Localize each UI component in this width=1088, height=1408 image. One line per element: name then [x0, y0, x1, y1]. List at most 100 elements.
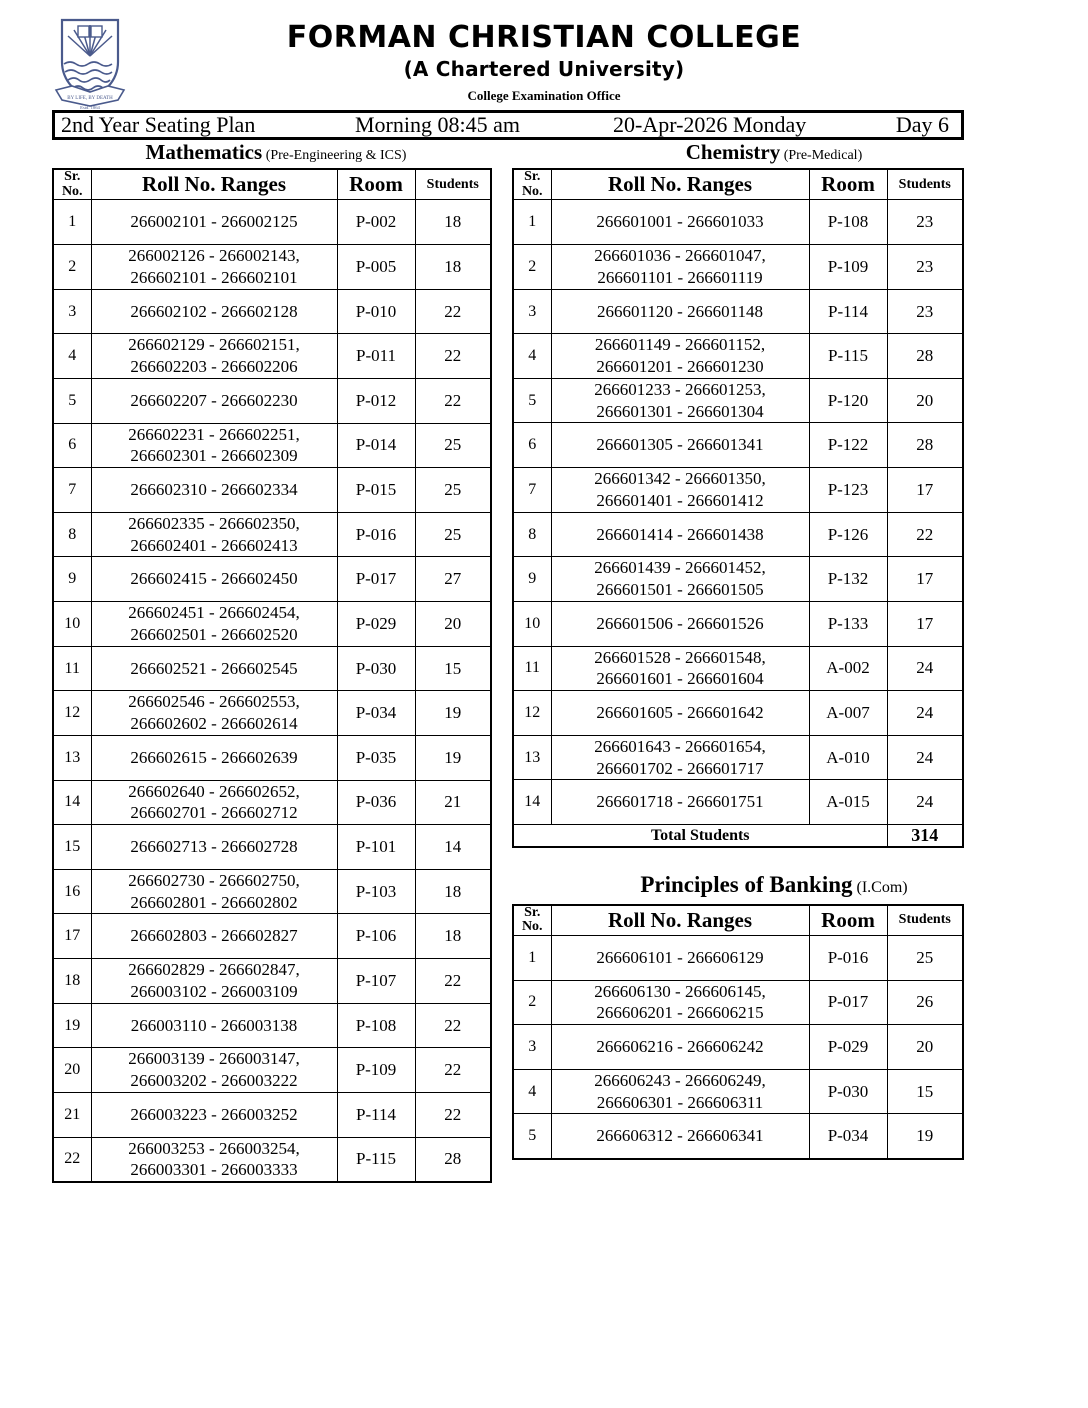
cell-roll-ranges: 266602335 - 266602350, 266602401 - 266602… [90, 511, 338, 558]
cell-roll-ranges: 266003223 - 266003252 [90, 1091, 338, 1138]
roll-range-line: 266002101 - 266002125 [130, 212, 298, 232]
roll-range-line: 266003139 - 266003147, [128, 1049, 300, 1069]
roll-range-line: 266601702 - 266601717 [596, 758, 764, 778]
cell-room: A-007 [808, 690, 888, 736]
roll-range-line: 266601718 - 266601751 [596, 792, 764, 812]
cell-sr-no: 1 [52, 199, 92, 246]
roll-range-line: 266601601 - 266601604 [596, 669, 764, 689]
table-row: 13 266602615 - 266602639 P-035 19 [52, 734, 492, 781]
column-header-room: Room [808, 904, 888, 936]
seating-table-principles-of-banking: Sr. No. Roll No. Ranges Room Students 1 266606… [512, 903, 964, 1161]
cell-room: P-029 [808, 1024, 888, 1070]
cell-room: P-016 [336, 511, 416, 558]
roll-range-line: 266602231 - 266602251, [128, 424, 300, 444]
cell-students: 27 [414, 556, 492, 603]
cell-sr-no: 16 [52, 868, 92, 915]
cell-students: 19 [414, 734, 492, 781]
table-row: 4 266601149 - 266601152, 266601201 - 26660… [512, 333, 964, 379]
charter-subtitle: (A Chartered University) [403, 56, 685, 81]
cell-sr-no: 5 [512, 1113, 552, 1160]
cell-roll-ranges: 266601149 - 266601152, 266601201 - 266601… [550, 333, 810, 379]
roll-range-line: 266003110 - 266003138 [130, 1015, 298, 1035]
cell-roll-ranges: 266601643 - 266601654, 266601702 - 266601… [550, 734, 810, 781]
cell-students: 22 [414, 377, 492, 424]
roll-range-line: 266601605 - 266601642 [596, 703, 764, 723]
cell-students: 17 [886, 600, 964, 647]
cell-sr-no: 2 [512, 979, 552, 1026]
table-row: 14 266602640 - 266602652, 266602701 - 2666… [52, 779, 492, 826]
cell-roll-ranges: 266003253 - 266003254, 266003301 - 266003… [90, 1136, 338, 1183]
cell-sr-no: 18 [52, 958, 92, 1004]
cell-sr-no: 14 [512, 779, 552, 826]
table-row: 12 266601605 - 266601642 A-007 24 [512, 690, 964, 736]
seating-table-chemistry: Sr. No. Roll No. Ranges Room Students 1 266601… [512, 168, 964, 849]
cell-sr-no: 22 [52, 1136, 92, 1183]
table-row: 10 266602451 - 266602454, 266602501 - 2666… [52, 601, 492, 647]
roll-range-line: 266601120 - 266601148 [597, 301, 763, 321]
cell-roll-ranges: 266601718 - 266601751 [550, 779, 810, 826]
sr-no-line-2: No. [521, 919, 543, 935]
cell-room: P-017 [808, 979, 888, 1026]
cell-roll-ranges: 266601605 - 266601642 [550, 690, 810, 736]
cell-students: 26 [886, 979, 964, 1026]
table-row: 2 266002126 - 266002143, 266602101 - 26660… [52, 244, 492, 290]
cell-sr-no: 7 [52, 467, 92, 513]
table-row: 5 266606312 - 266606341 P-034 19 [512, 1113, 964, 1160]
cell-students: 19 [414, 690, 492, 736]
table-row: 20 266003139 - 266003147, 266003202 - 2660… [52, 1047, 492, 1093]
page-masthead: BY LIFE, BY DEATH Estd. 1864 FORMAN CHRI… [0, 0, 1088, 110]
roll-range-line: 266602803 - 266602827 [130, 926, 298, 946]
roll-range-line: 266602615 - 266602639 [130, 747, 298, 767]
cell-roll-ranges: 266606312 - 266606341 [550, 1113, 810, 1160]
subject-group: (Pre-Medical) [780, 148, 863, 163]
cell-room: P-016 [808, 934, 888, 981]
cell-room: P-108 [336, 1002, 416, 1049]
cell-roll-ranges: 266602102 - 266602128 [90, 288, 338, 335]
roll-range-line: 266606312 - 266606341 [596, 1126, 764, 1146]
cell-room: P-036 [336, 779, 416, 826]
cell-roll-ranges: 266606216 - 266606242 [550, 1024, 810, 1070]
table-total-row: Total Students 314 [512, 824, 964, 848]
cell-roll-ranges: 266606130 - 266606145, 266606201 - 266606… [550, 979, 810, 1026]
cell-roll-ranges: 266601305 - 266601341 [550, 422, 810, 469]
table-row: 6 266602231 - 266602251, 266602301 - 26660… [52, 422, 492, 469]
cell-room: P-122 [808, 422, 888, 469]
cell-room: A-010 [808, 734, 888, 781]
cell-roll-ranges: 266601120 - 266601148 [550, 288, 810, 335]
cell-students: 18 [414, 244, 492, 290]
roll-range-line: 266602129 - 266602151, [128, 335, 300, 355]
college-crest-icon: BY LIFE, BY DEATH Estd. 1864 [52, 14, 128, 110]
cell-room: P-034 [808, 1113, 888, 1160]
roll-range-line: 266602501 - 266602520 [130, 624, 298, 644]
table-row: 3 266601120 - 266601148 P-114 23 [512, 288, 964, 335]
cell-roll-ranges: 266003110 - 266003138 [90, 1002, 338, 1049]
roll-range-line: 266003301 - 266003333 [130, 1160, 298, 1180]
table-row: 10 266601506 - 266601526 P-133 17 [512, 600, 964, 647]
cell-sr-no: 3 [512, 1024, 552, 1070]
cell-sr-no: 1 [512, 934, 552, 981]
cell-room: P-107 [336, 958, 416, 1004]
table-row: 5 266602207 - 266602230 P-012 22 [52, 377, 492, 424]
table-row: 8 266602335 - 266602350, 266602401 - 26660… [52, 511, 492, 558]
roll-range-line: 266602451 - 266602454, [128, 603, 300, 623]
roll-range-line: 266602310 - 266602334 [130, 480, 298, 500]
roll-range-line: 266602203 - 266602206 [130, 357, 298, 377]
cell-students: 20 [886, 377, 964, 424]
column-header-roll-ranges: Roll No. Ranges [550, 168, 810, 201]
cell-roll-ranges: 266601036 - 266601047, 266601101 - 266601… [550, 244, 810, 290]
cell-room: P-114 [808, 288, 888, 335]
cell-students: 22 [414, 1047, 492, 1093]
subject-heading-chemistry: Chemistry (Pre-Medical) [512, 140, 1036, 164]
cell-sr-no: 6 [52, 422, 92, 469]
roll-range-line: 266602415 - 266602450 [130, 569, 298, 589]
roll-range-line: 266606101 - 266606129 [596, 947, 764, 967]
cell-students: 24 [886, 779, 964, 826]
cell-students: 17 [886, 556, 964, 602]
cell-roll-ranges: 266602829 - 266602847, 266003102 - 266003… [90, 958, 338, 1004]
cell-students: 22 [414, 333, 492, 379]
cell-students: 20 [886, 1024, 964, 1070]
cell-sr-no: 10 [52, 601, 92, 647]
table-row: 11 266601528 - 266601548, 266601601 - 2666… [512, 645, 964, 692]
cell-room: P-017 [336, 556, 416, 603]
exam-date: 20-Apr-2026 Monday [613, 112, 807, 137]
